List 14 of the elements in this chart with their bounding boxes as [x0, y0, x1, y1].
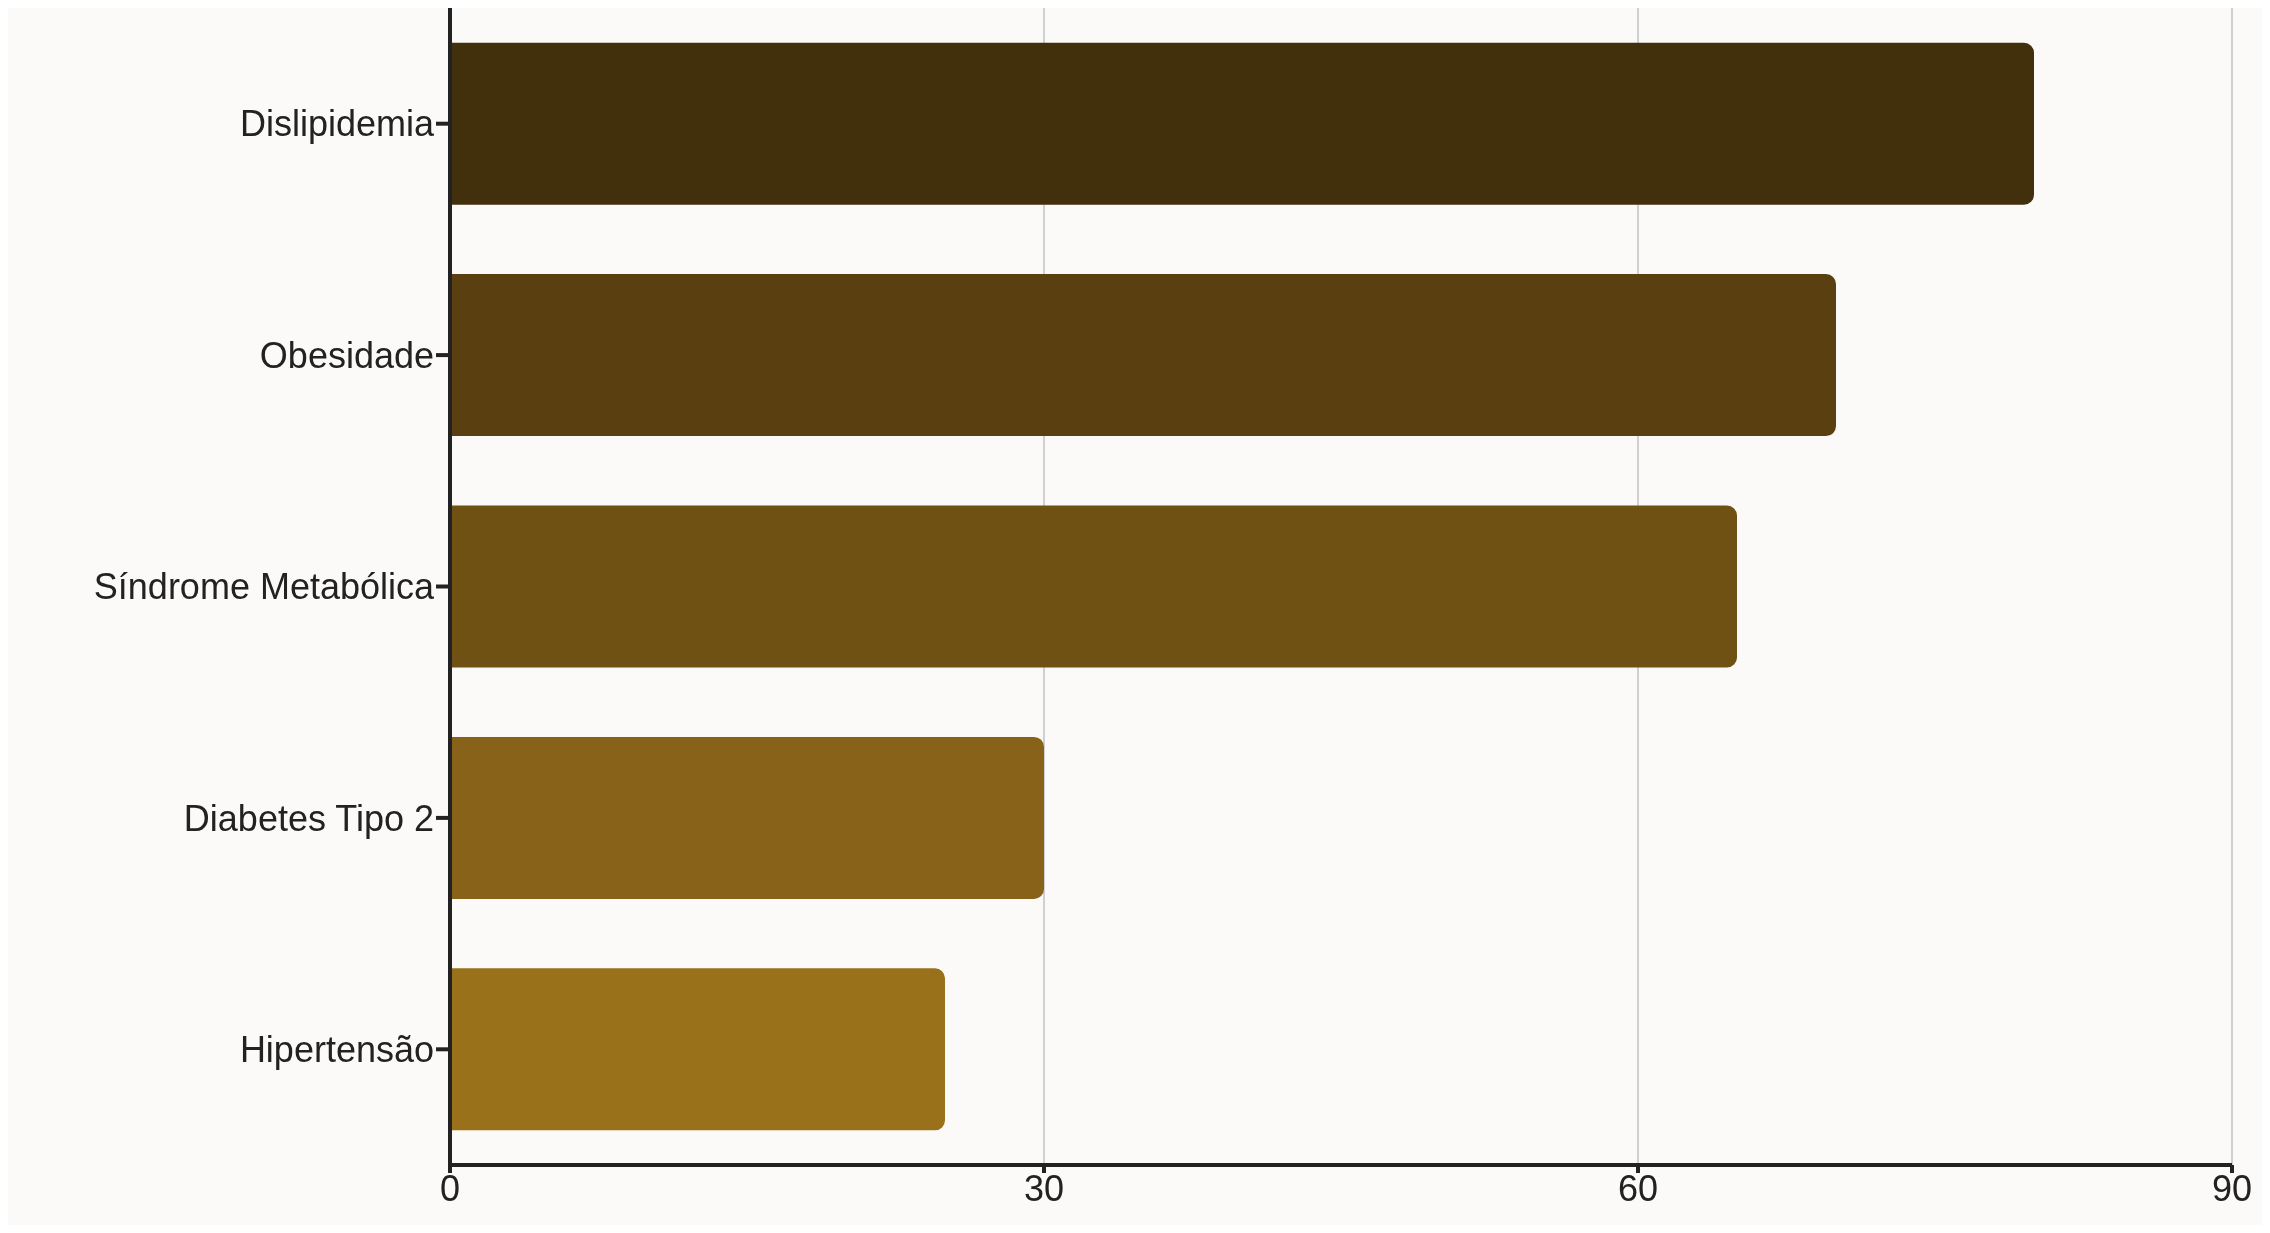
x-tick-label: 30	[1023, 1167, 1065, 1209]
x-tick-label: 0	[439, 1167, 461, 1209]
y-tick-label: Diabetes Tipo 2	[183, 797, 434, 839]
x-tick-label: 60	[1617, 1167, 1659, 1209]
y-tick-label: Dislipidemia	[239, 103, 435, 145]
bar	[450, 274, 1836, 437]
y-tick-label: Obesidade	[259, 334, 434, 376]
y-tick-label: Hipertensão	[239, 1029, 434, 1071]
x-tick-label: 90	[2211, 1167, 2253, 1209]
bar	[450, 736, 1044, 899]
y-tick-label: Síndrome Metabólica	[93, 566, 435, 608]
bar	[450, 505, 1737, 668]
bar	[450, 42, 2034, 205]
bar	[450, 968, 945, 1131]
